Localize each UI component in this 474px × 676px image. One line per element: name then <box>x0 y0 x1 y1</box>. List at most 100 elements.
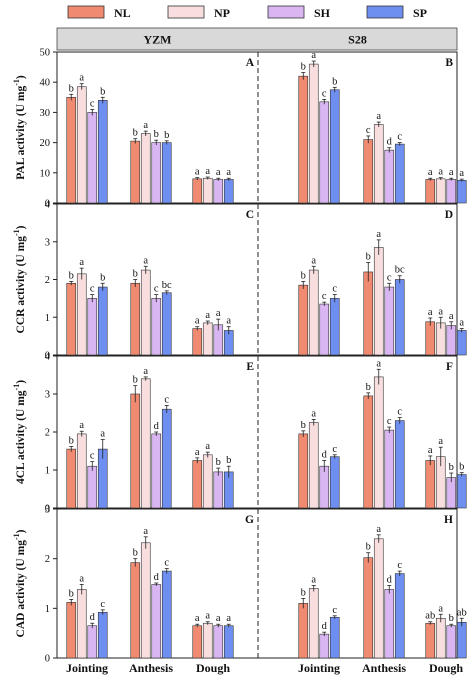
significance-letter: c <box>154 284 159 295</box>
significance-letter: c <box>100 599 105 610</box>
bar-np <box>308 588 319 659</box>
bar-sh <box>319 101 330 204</box>
legend-swatch-np <box>167 5 205 19</box>
panel-letter: A <box>246 57 255 69</box>
significance-letter: c <box>164 558 169 569</box>
significance-letter: a <box>205 441 210 452</box>
x-category-label: Anthesis <box>362 661 406 675</box>
significance-letter: c <box>397 132 402 143</box>
y-tick-label: 4 <box>45 200 51 211</box>
bar-sh <box>446 179 457 204</box>
x-category-label: Dough <box>429 661 463 675</box>
significance-letter: d <box>154 421 160 432</box>
significance-letter: a <box>100 429 105 440</box>
bar-sh <box>213 625 224 659</box>
significance-letter: b <box>69 83 74 94</box>
y-tick-label: 4 <box>45 352 51 363</box>
bar-np <box>373 376 384 509</box>
significance-letter: a <box>226 613 231 624</box>
legend-swatch-nl <box>67 5 105 19</box>
significance-letter: c <box>387 416 392 427</box>
panel-letter: G <box>245 514 254 526</box>
panel-letter: C <box>246 209 254 221</box>
significance-letter: c <box>322 88 327 99</box>
significance-letter: a <box>376 524 381 535</box>
significance-letter: b <box>69 588 74 599</box>
bar-sh <box>213 179 224 204</box>
significance-letter: b <box>226 455 231 466</box>
y-tick-label: 30 <box>40 108 51 119</box>
y-tick-label: 1 <box>45 313 50 324</box>
bar-nl <box>66 602 77 659</box>
y-tick-label: 0 <box>45 504 50 515</box>
bar-sh <box>151 298 162 356</box>
legend-label-sh: SH <box>314 6 331 20</box>
significance-letter: a <box>195 613 200 624</box>
significance-letter: a <box>376 111 381 122</box>
bar-sh <box>213 471 224 509</box>
significance-letter: a <box>216 167 221 178</box>
y-axis-label: 4CL activity (U mg-1) <box>12 380 27 484</box>
legend-swatch-sh <box>267 5 305 19</box>
bar-sh <box>151 433 162 509</box>
significance-letter: d <box>387 137 393 148</box>
bar-np <box>76 86 87 204</box>
bar-sp <box>394 279 405 356</box>
significance-letter: c <box>90 451 95 462</box>
significance-letter: a <box>216 613 221 624</box>
bar-np <box>76 589 87 659</box>
significance-letter: a <box>376 229 381 240</box>
bar-sh <box>87 465 98 509</box>
significance-letter: a <box>195 447 200 458</box>
significance-letter: b <box>301 420 306 431</box>
bar-nl <box>298 603 309 659</box>
significance-letter: c <box>332 284 337 295</box>
bar-sp <box>394 143 405 204</box>
significance-letter: c <box>387 272 392 283</box>
bar-sp <box>456 621 467 659</box>
bar-np <box>202 177 213 204</box>
bar-nl <box>130 140 141 204</box>
significance-letter: b <box>133 548 138 559</box>
significance-letter: b <box>133 269 138 280</box>
bar-sp <box>97 612 108 659</box>
significance-letter: a <box>79 73 84 84</box>
significance-letter: d <box>90 612 96 623</box>
significance-letter: a <box>195 316 200 327</box>
panel-letter: D <box>445 209 453 221</box>
bar-np <box>202 622 213 659</box>
significance-letter: b <box>301 62 306 73</box>
bar-np <box>373 124 384 204</box>
bar-np <box>140 269 151 356</box>
y-tick-label: 40 <box>40 78 51 89</box>
significance-letter: a <box>459 318 464 329</box>
bar-nl <box>363 557 374 659</box>
panel-letter: B <box>445 57 453 69</box>
bar-nl <box>192 178 203 204</box>
significance-letter: b <box>154 129 159 140</box>
bar-sp <box>161 408 172 509</box>
significance-letter: b <box>459 462 464 473</box>
significance-letter: a <box>79 573 84 584</box>
bar-sh <box>87 625 98 659</box>
bar-sp <box>161 570 172 659</box>
significance-letter: c <box>164 394 169 405</box>
legend-label-np: NP <box>214 6 230 20</box>
y-axis-label: CCR activity (U mg-1) <box>12 225 27 333</box>
significance-letter: bc <box>395 265 405 276</box>
significance-letter: a <box>226 167 231 178</box>
bar-sh <box>87 112 98 204</box>
y-tick-label: 0 <box>45 199 50 210</box>
y-axis-label: PAL activity (U mg-1) <box>12 75 27 180</box>
significance-letter: a <box>79 420 84 431</box>
significance-letter: b <box>133 128 138 139</box>
bar-np <box>308 269 319 356</box>
x-category-label: Anthesis <box>129 661 173 675</box>
bar-np <box>202 454 213 509</box>
significance-letter: b <box>69 435 74 446</box>
plot-frame <box>56 508 458 659</box>
